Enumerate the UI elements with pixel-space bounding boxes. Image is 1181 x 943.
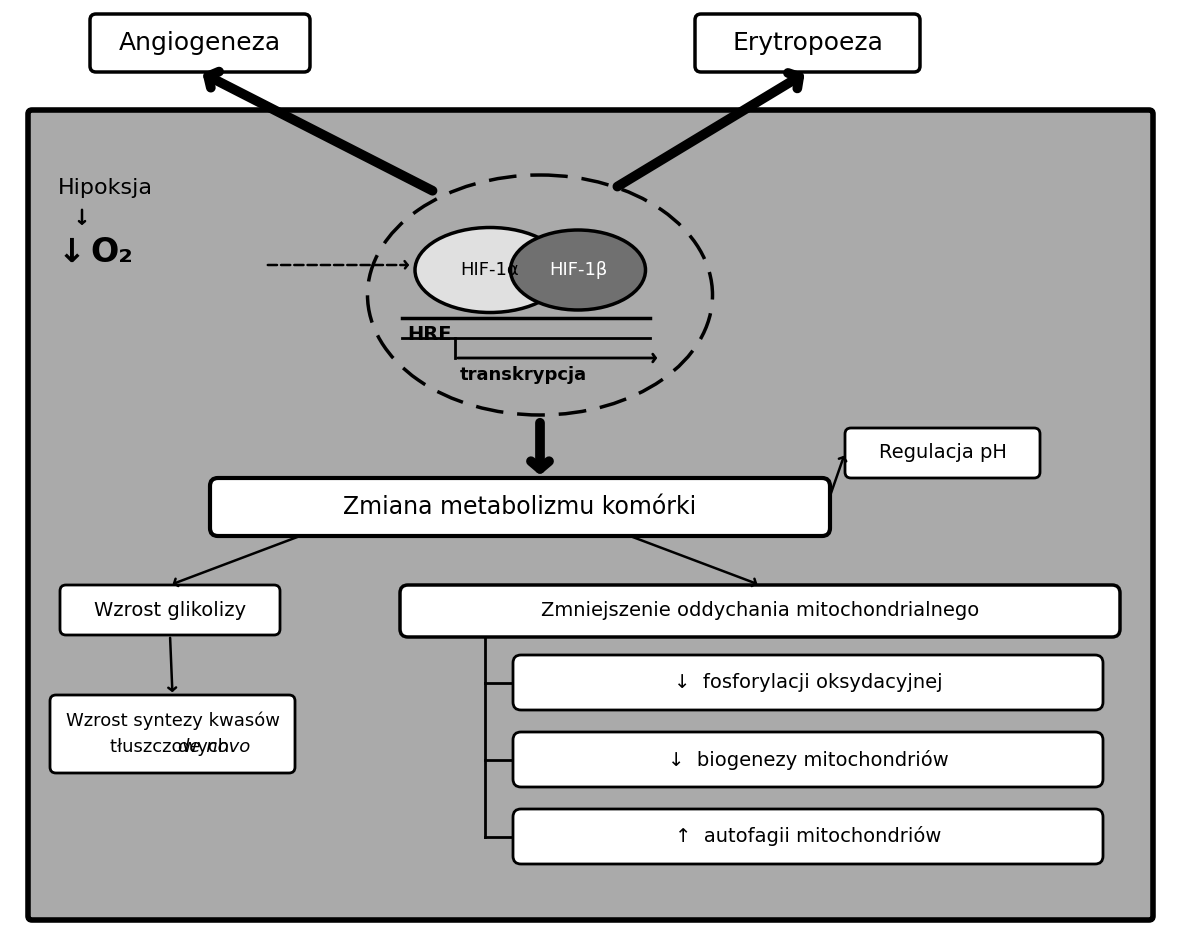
Text: Wzrost glikolizy: Wzrost glikolizy [94,601,246,620]
FancyBboxPatch shape [513,732,1103,787]
Text: HRE: HRE [407,324,451,343]
Text: tłuszczowych: tłuszczowych [110,738,235,756]
Text: Regulacja pH: Regulacja pH [879,443,1006,462]
FancyBboxPatch shape [210,478,830,536]
Text: O₂: O₂ [90,237,133,270]
Ellipse shape [510,230,646,310]
Ellipse shape [415,227,565,312]
Text: ↓  fosforylacji oksydacyjnej: ↓ fosforylacji oksydacyjnej [673,673,942,692]
FancyBboxPatch shape [513,655,1103,710]
Text: Zmniejszenie oddychania mitochondrialnego: Zmniejszenie oddychania mitochondrialneg… [541,602,979,620]
FancyBboxPatch shape [28,110,1153,920]
FancyBboxPatch shape [50,695,295,773]
Text: ↑  autofagii mitochondriów: ↑ autofagii mitochondriów [674,826,941,847]
Text: ↓  biogenezy mitochondriów: ↓ biogenezy mitochondriów [667,750,948,769]
Text: HIF-1α: HIF-1α [461,261,520,279]
Text: Angiogeneza: Angiogeneza [119,31,281,55]
FancyBboxPatch shape [844,428,1040,478]
Ellipse shape [367,175,712,415]
Text: Hipoksja: Hipoksja [58,178,154,198]
Text: de novo: de novo [178,738,250,756]
FancyBboxPatch shape [513,809,1103,864]
FancyBboxPatch shape [90,14,309,72]
Text: Erytropoeza: Erytropoeza [732,31,883,55]
Text: ↓: ↓ [58,236,86,269]
Text: Zmiana metabolizmu komórki: Zmiana metabolizmu komórki [344,495,697,519]
FancyBboxPatch shape [60,585,280,635]
Text: HIF-1β: HIF-1β [549,261,607,279]
FancyBboxPatch shape [400,585,1120,637]
Text: Wzrost syntezy kwasów: Wzrost syntezy kwasów [65,712,280,730]
Text: transkrypcja: transkrypcja [461,366,587,384]
FancyBboxPatch shape [694,14,920,72]
